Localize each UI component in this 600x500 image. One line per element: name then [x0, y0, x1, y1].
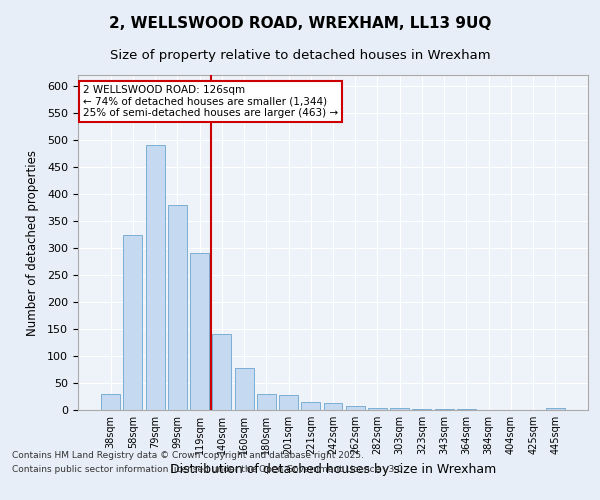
- Bar: [101, 394, 120, 410]
- Text: Contains HM Land Registry data © Crown copyright and database right 2025.: Contains HM Land Registry data © Crown c…: [12, 450, 364, 460]
- Text: Contains public sector information licensed under the Open Government Licence v3: Contains public sector information licen…: [12, 466, 406, 474]
- Bar: [346, 406, 365, 410]
- Bar: [279, 396, 298, 410]
- Bar: [323, 403, 343, 410]
- Bar: [146, 145, 164, 410]
- Bar: [124, 236, 142, 410]
- Bar: [257, 394, 276, 410]
- Bar: [190, 254, 209, 410]
- Bar: [546, 408, 565, 410]
- Text: 2, WELLSWOOD ROAD, WREXHAM, LL13 9UQ: 2, WELLSWOOD ROAD, WREXHAM, LL13 9UQ: [109, 16, 491, 31]
- Text: 2 WELLSWOOD ROAD: 126sqm
← 74% of detached houses are smaller (1,344)
25% of sem: 2 WELLSWOOD ROAD: 126sqm ← 74% of detach…: [83, 85, 338, 118]
- Y-axis label: Number of detached properties: Number of detached properties: [26, 150, 39, 336]
- Bar: [412, 409, 431, 410]
- X-axis label: Distribution of detached houses by size in Wrexham: Distribution of detached houses by size …: [170, 462, 496, 475]
- Bar: [301, 402, 320, 410]
- Bar: [368, 408, 387, 410]
- Bar: [390, 408, 409, 410]
- Bar: [168, 204, 187, 410]
- Bar: [235, 368, 254, 410]
- Bar: [212, 334, 231, 410]
- Text: Size of property relative to detached houses in Wrexham: Size of property relative to detached ho…: [110, 49, 490, 62]
